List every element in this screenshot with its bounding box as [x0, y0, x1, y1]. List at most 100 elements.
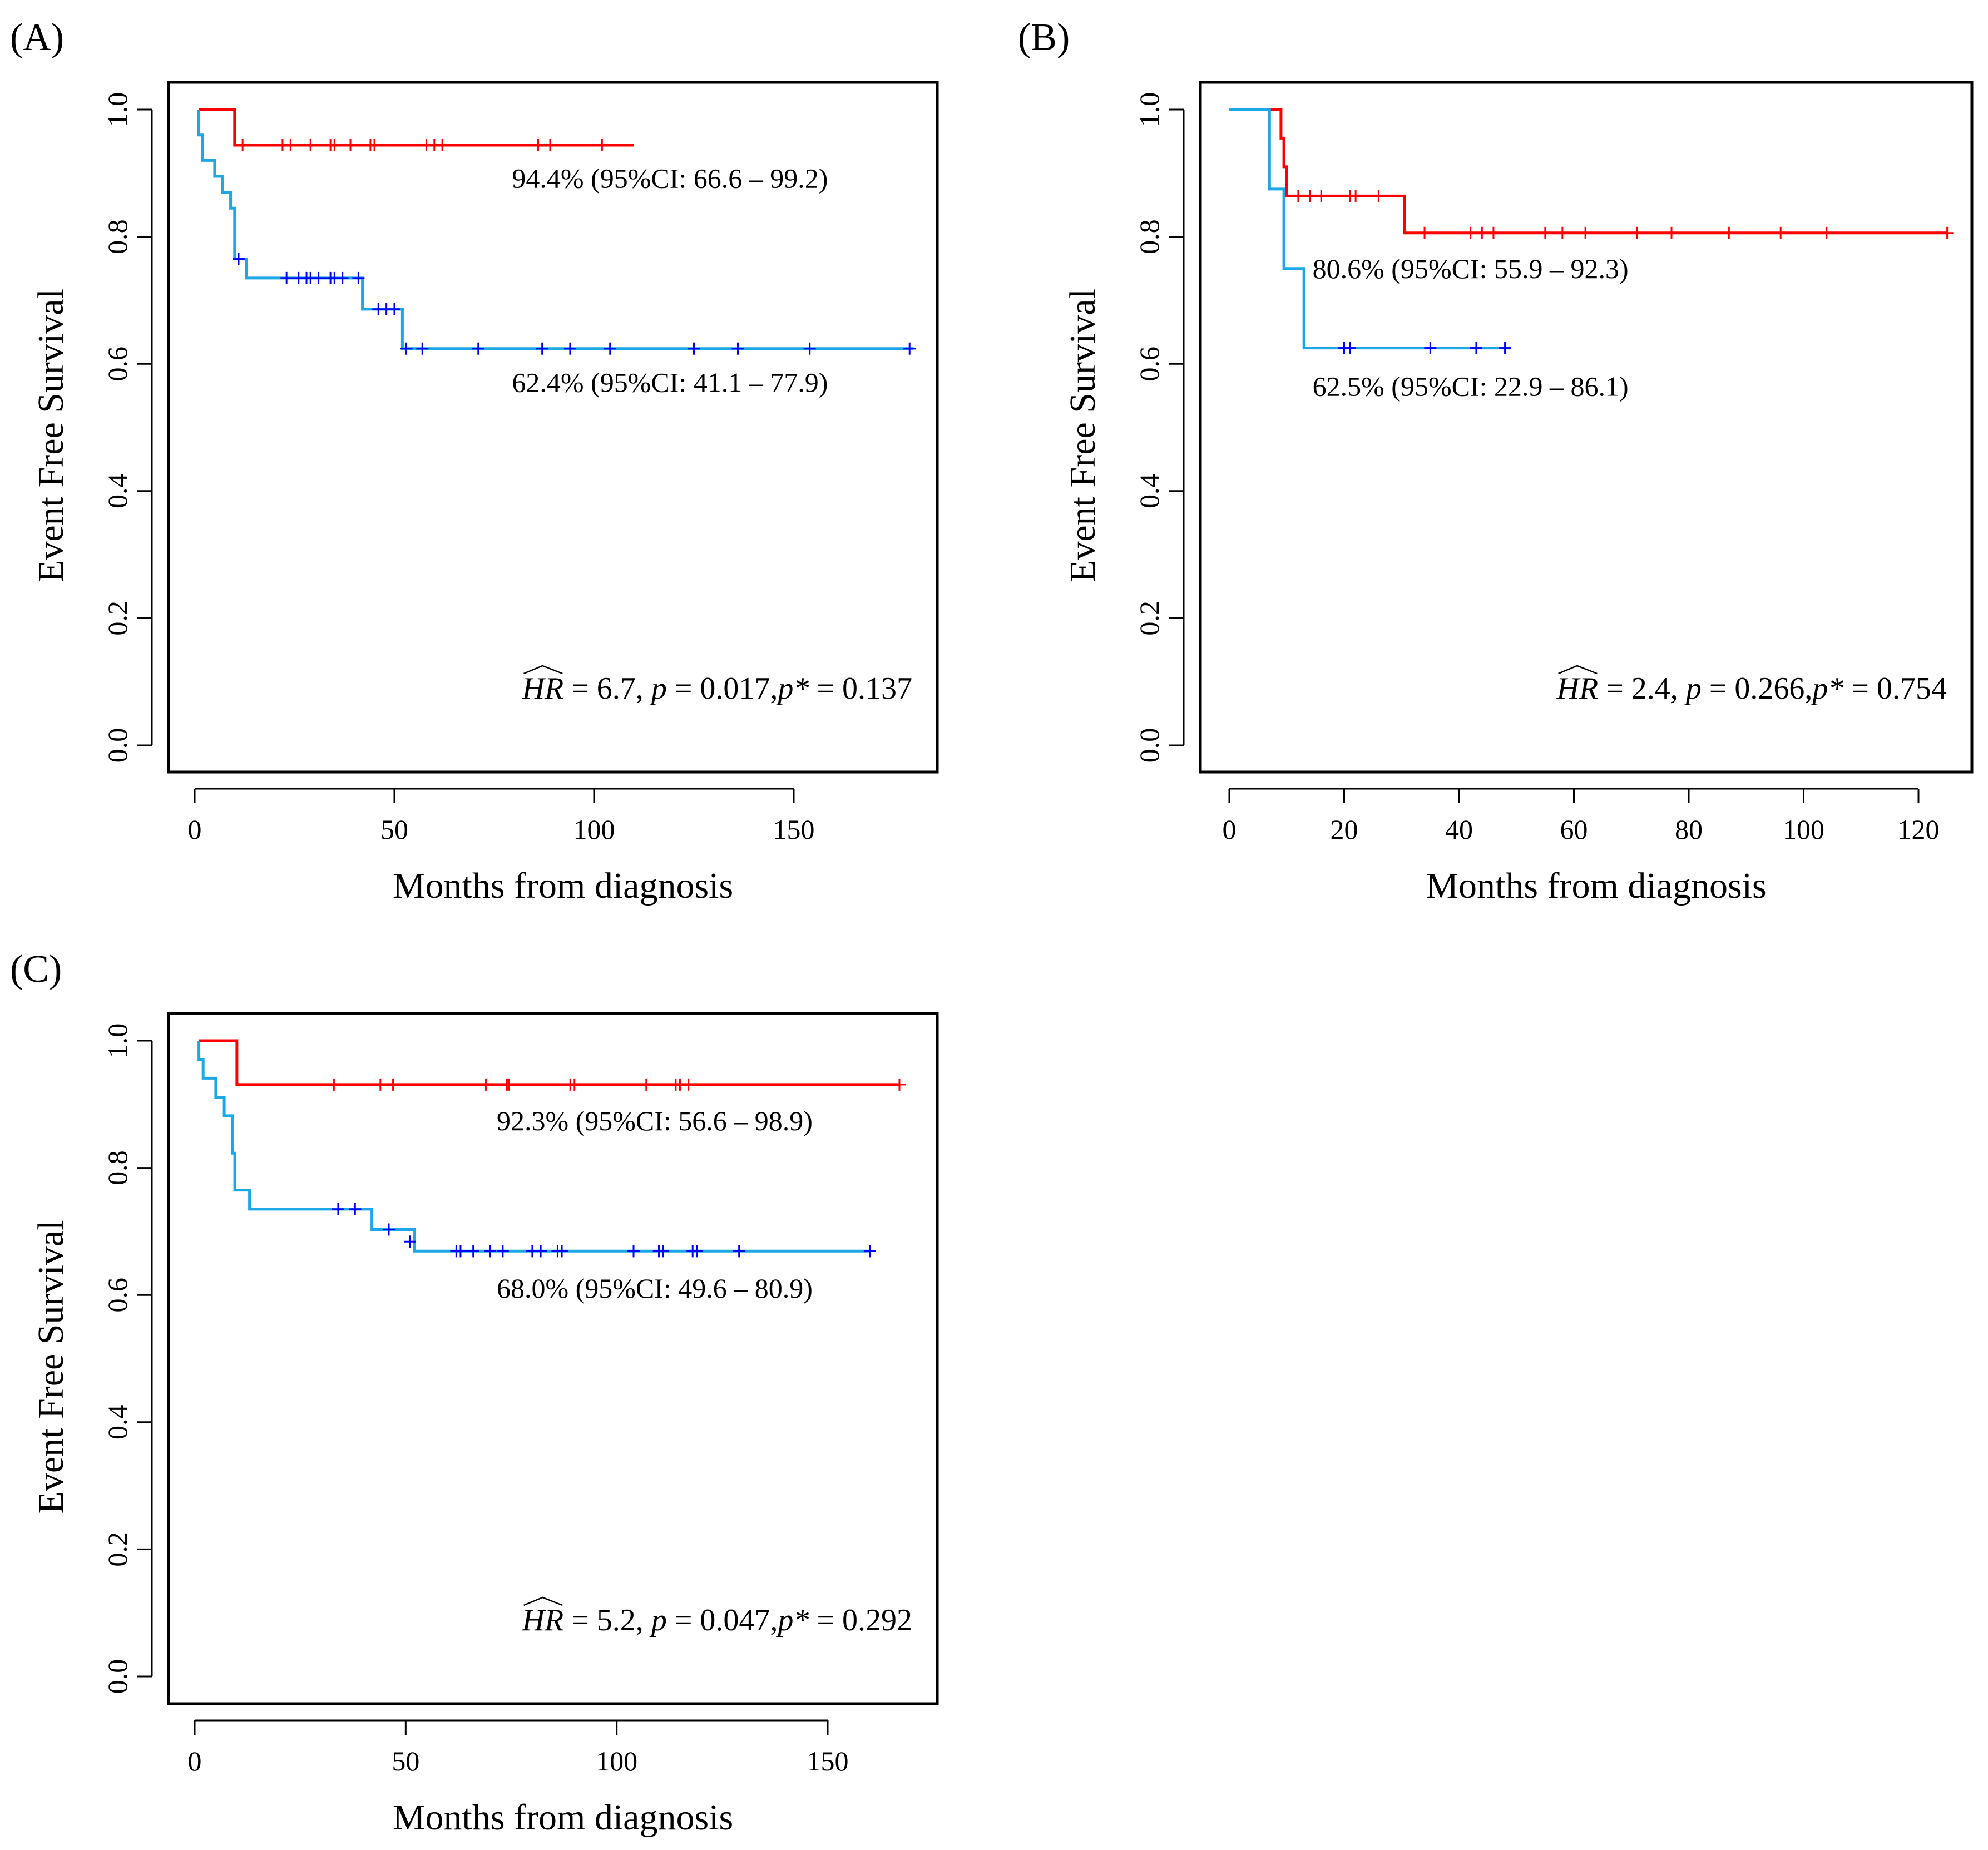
- x-tick-label: 80: [1675, 814, 1703, 845]
- censor-mark: [1372, 190, 1385, 202]
- p-value-text: = 0.047,: [675, 1603, 778, 1638]
- hr-label: HR: [1556, 671, 1599, 706]
- x-axis-title: Months from diagnosis: [393, 865, 733, 906]
- censor-mark: [232, 253, 245, 265]
- x-tick-label: 100: [573, 814, 615, 845]
- p-value-text: = 0.266,: [1709, 671, 1813, 706]
- series-red-group: 92.3% (95%CI: 56.6 – 98.9): [199, 1039, 906, 1136]
- x-axis-title: Months from diagnosis: [1426, 865, 1766, 906]
- survival-curve: [197, 110, 914, 350]
- censor-mark: [688, 342, 700, 355]
- survival-annotation: 62.4% (95%CI: 41.1 – 77.9): [512, 367, 828, 398]
- censor-mark: [344, 139, 357, 152]
- survival-curve: [199, 108, 634, 147]
- censor-mark: [1418, 226, 1431, 239]
- censor-mark: [1464, 226, 1477, 239]
- censor-mark: [280, 271, 293, 284]
- censor-mark: [368, 139, 381, 152]
- y-tick-label: 0.2: [102, 601, 133, 636]
- y-tick-label: 0.0: [102, 1659, 133, 1694]
- hr-statistic: HR = 5.2, p = 0.047,p* = 0.292: [522, 1603, 912, 1638]
- censor-mark: [1820, 226, 1833, 239]
- hr-hat-accent: [1558, 665, 1598, 675]
- censor-mark: [472, 342, 484, 355]
- y-tick-label: 0.8: [102, 219, 133, 254]
- censor-mark: [1556, 226, 1569, 239]
- hr-hat-accent: [523, 665, 563, 675]
- plot-frame: [167, 81, 939, 774]
- x-tick-label: 60: [1560, 814, 1588, 845]
- survival-curve: [1229, 108, 1511, 350]
- censor-mark: [1941, 226, 1954, 239]
- panel-label: (A): [10, 16, 64, 59]
- censor-mark: [1303, 190, 1316, 202]
- x-tick-label: 100: [596, 1745, 637, 1777]
- censor-mark: [1723, 226, 1735, 239]
- y-tick-label: 1.0: [102, 1023, 133, 1058]
- x-tick-label: 50: [392, 1745, 419, 1777]
- survival-annotation: 94.4% (95%CI: 66.6 – 99.2): [512, 163, 828, 194]
- y-tick-label: 0.4: [102, 474, 133, 509]
- censor-mark: [731, 342, 744, 355]
- censor-mark: [332, 1203, 344, 1215]
- series-cyan-group: 62.4% (95%CI: 41.1 – 77.9): [197, 110, 916, 398]
- censor-mark: [893, 1078, 906, 1091]
- y-tick-label: 0.8: [1134, 219, 1165, 254]
- censor-mark: [416, 342, 429, 355]
- censor-mark: [563, 342, 576, 355]
- survival-annotation: 68.0% (95%CI: 49.6 – 80.9): [497, 1273, 813, 1304]
- p-label: p: [1684, 671, 1702, 706]
- censor-mark: [1349, 190, 1362, 202]
- p-value-text: = 0.017,: [675, 671, 778, 706]
- censor-mark: [1315, 190, 1328, 202]
- pstar-label: p*: [775, 671, 809, 706]
- survival-curve: [199, 1039, 899, 1086]
- censor-mark: [484, 1245, 497, 1258]
- censor-mark: [467, 1245, 479, 1258]
- censor-mark: [503, 1078, 516, 1091]
- series-cyan-group: 62.5% (95%CI: 22.9 – 86.1): [1229, 108, 1629, 402]
- survival-curve: [197, 1041, 870, 1253]
- censor-mark: [400, 342, 413, 355]
- survival-annotation: 80.6% (95%CI: 55.9 – 92.3): [1313, 253, 1629, 284]
- censor-mark: [1424, 342, 1437, 354]
- censor-mark: [1579, 226, 1592, 239]
- censor-mark: [496, 1245, 509, 1258]
- censor-mark: [1539, 226, 1551, 239]
- censor-mark: [627, 1245, 640, 1258]
- p-label: p: [649, 671, 667, 706]
- survival-curve: [1229, 108, 1947, 235]
- censor-mark: [1499, 342, 1511, 354]
- y-axis-title: Event Free Survival: [1062, 289, 1103, 582]
- panel-c: (C) 0 50 100 150 Months from diagnosis 0.0 0.2 0…: [10, 948, 939, 1838]
- pstar-label: p*: [775, 1603, 809, 1638]
- censor-mark: [535, 1245, 547, 1258]
- panel-b: (B) 0 20 40 60 80 100 120 Months from diagnosis 0…: [1018, 16, 1974, 906]
- x-tick-label: 150: [773, 814, 815, 845]
- censor-mark: [690, 1245, 703, 1258]
- censor-mark: [304, 139, 317, 152]
- censor-mark: [682, 1078, 695, 1091]
- panel-a: (A) 0 50 100 150 Months from diagnosis 0.0 0.2 0…: [10, 16, 939, 906]
- pstar-value-text: = 0.754: [1851, 671, 1947, 706]
- censor-mark: [1487, 226, 1500, 239]
- survival-annotation: 92.3% (95%CI: 56.6 – 98.9): [497, 1105, 813, 1136]
- censor-mark: [312, 271, 325, 284]
- y-tick-label: 0.2: [102, 1532, 133, 1567]
- hr-label: HR: [522, 1603, 564, 1638]
- x-tick-label: 0: [188, 1745, 202, 1777]
- censor-mark: [604, 342, 616, 355]
- censor-mark: [640, 1078, 652, 1091]
- series-red-group: 94.4% (95%CI: 66.6 – 99.2): [199, 108, 828, 194]
- y-axis-title: Event Free Survival: [31, 289, 71, 582]
- hr-value-text: = 5.2,: [571, 1603, 644, 1638]
- y-tick-label: 0.0: [1134, 728, 1165, 763]
- pstar-value-text: = 0.292: [817, 1603, 912, 1638]
- panel-label: (B): [1018, 16, 1070, 59]
- censor-mark: [479, 1078, 492, 1091]
- p-label: p: [649, 1603, 667, 1638]
- censor-mark: [236, 139, 249, 152]
- y-tick-label: 0.8: [102, 1150, 133, 1185]
- y-tick-label: 1.0: [102, 92, 133, 127]
